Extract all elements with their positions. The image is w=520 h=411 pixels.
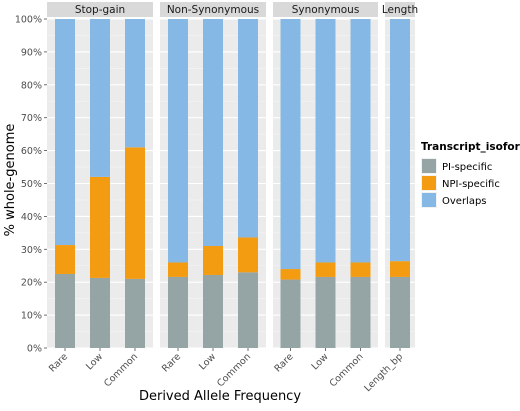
x-tick-label: Common bbox=[215, 351, 253, 389]
y-tick-label: 50% bbox=[21, 179, 42, 190]
x-tick-label: Rare bbox=[47, 351, 70, 374]
facet-strip-label: Stop-gain bbox=[75, 4, 125, 16]
legend-swatch bbox=[422, 159, 436, 173]
x-tick-label: Length_bp bbox=[362, 351, 405, 394]
x-tick-label: Rare bbox=[160, 351, 183, 374]
facet-strip bbox=[273, 2, 378, 17]
legend: Transcript_isoform PI-specific NPI-specif… bbox=[421, 141, 520, 208]
y-tick-label: 40% bbox=[21, 212, 42, 223]
bar-segment-overlaps bbox=[390, 19, 410, 262]
bar-segment-pi-specific bbox=[350, 276, 371, 348]
facet-strip bbox=[385, 2, 415, 17]
bar-segment-npi-specific bbox=[168, 262, 188, 277]
bar-segment-overlaps bbox=[168, 19, 188, 263]
legend-swatch bbox=[422, 176, 436, 190]
bar-segment-overlaps bbox=[125, 19, 145, 148]
bar-segment-npi-specific bbox=[125, 147, 145, 279]
bar-segment-npi-specific bbox=[203, 246, 223, 275]
x-tick-label: Low bbox=[84, 351, 105, 372]
bar-segment-npi-specific bbox=[350, 262, 371, 277]
bar-segment-overlaps bbox=[238, 19, 258, 238]
x-tick-label: Low bbox=[197, 351, 218, 372]
y-tick-label: 10% bbox=[21, 311, 42, 322]
bar-segment-pi-specific bbox=[203, 274, 223, 348]
legend-swatch bbox=[422, 193, 436, 207]
bar-segment-npi-specific bbox=[390, 261, 410, 277]
bar-segment-overlaps bbox=[280, 19, 301, 270]
bar-segment-pi-specific bbox=[125, 278, 145, 348]
x-tick-label: Low bbox=[310, 351, 331, 372]
y-tick-label: 70% bbox=[21, 113, 42, 124]
bar-segment-pi-specific bbox=[55, 273, 75, 348]
facet-strip-label: Synonymous bbox=[292, 4, 360, 16]
legend-label: Overlaps bbox=[442, 196, 487, 207]
facet-strip-label: Non-Synonymous bbox=[167, 4, 259, 16]
bar-segment-overlaps bbox=[203, 19, 223, 247]
facet-panel: Length Length_bp bbox=[362, 2, 418, 394]
bar-segment-overlaps bbox=[350, 19, 371, 263]
legend-label: NPI-specific bbox=[442, 179, 500, 190]
y-tick-label: 80% bbox=[21, 80, 42, 91]
y-tick-label: 30% bbox=[21, 245, 42, 256]
legend-label: PI-specific bbox=[442, 162, 492, 173]
bar-segment-overlaps bbox=[55, 19, 75, 246]
y-tick-label: 100% bbox=[15, 15, 42, 26]
bar-segment-overlaps bbox=[90, 19, 110, 177]
x-tick-label: Rare bbox=[272, 351, 295, 374]
bar-segment-npi-specific bbox=[238, 237, 258, 273]
facet-strip bbox=[160, 2, 266, 17]
bar-segment-overlaps bbox=[315, 19, 336, 263]
y-tick-label: 20% bbox=[21, 278, 42, 289]
y-axis-title: % whole-genome bbox=[3, 124, 18, 237]
y-tick-label: 90% bbox=[21, 47, 42, 58]
bar-segment-pi-specific bbox=[315, 276, 336, 348]
x-tick-label: Common bbox=[102, 351, 140, 389]
y-axis: 0% 10% 20% 30% 40% 50% 60% 70% 80% 90% 100% bbox=[15, 15, 47, 355]
bar-segment-pi-specific bbox=[238, 272, 258, 348]
bar-segment-pi-specific bbox=[280, 279, 301, 348]
bar-segment-pi-specific bbox=[390, 276, 410, 348]
facet-strip bbox=[47, 2, 153, 17]
bar-segment-npi-specific bbox=[55, 245, 75, 274]
bar-segment-pi-specific bbox=[168, 276, 188, 348]
x-tick-label: Common bbox=[328, 351, 366, 389]
y-tick-label: 0% bbox=[27, 344, 42, 355]
y-tick-label: 60% bbox=[21, 146, 42, 157]
legend-title: Transcript_isoform bbox=[421, 141, 520, 153]
bar-segment-pi-specific bbox=[90, 277, 110, 348]
bar-segment-npi-specific bbox=[280, 269, 301, 280]
x-axis-title: Derived Allele Frequency bbox=[139, 389, 301, 404]
bar-segment-npi-specific bbox=[90, 176, 110, 278]
facet-strip-label: Length bbox=[382, 4, 418, 16]
bar-segment-npi-specific bbox=[315, 262, 336, 277]
